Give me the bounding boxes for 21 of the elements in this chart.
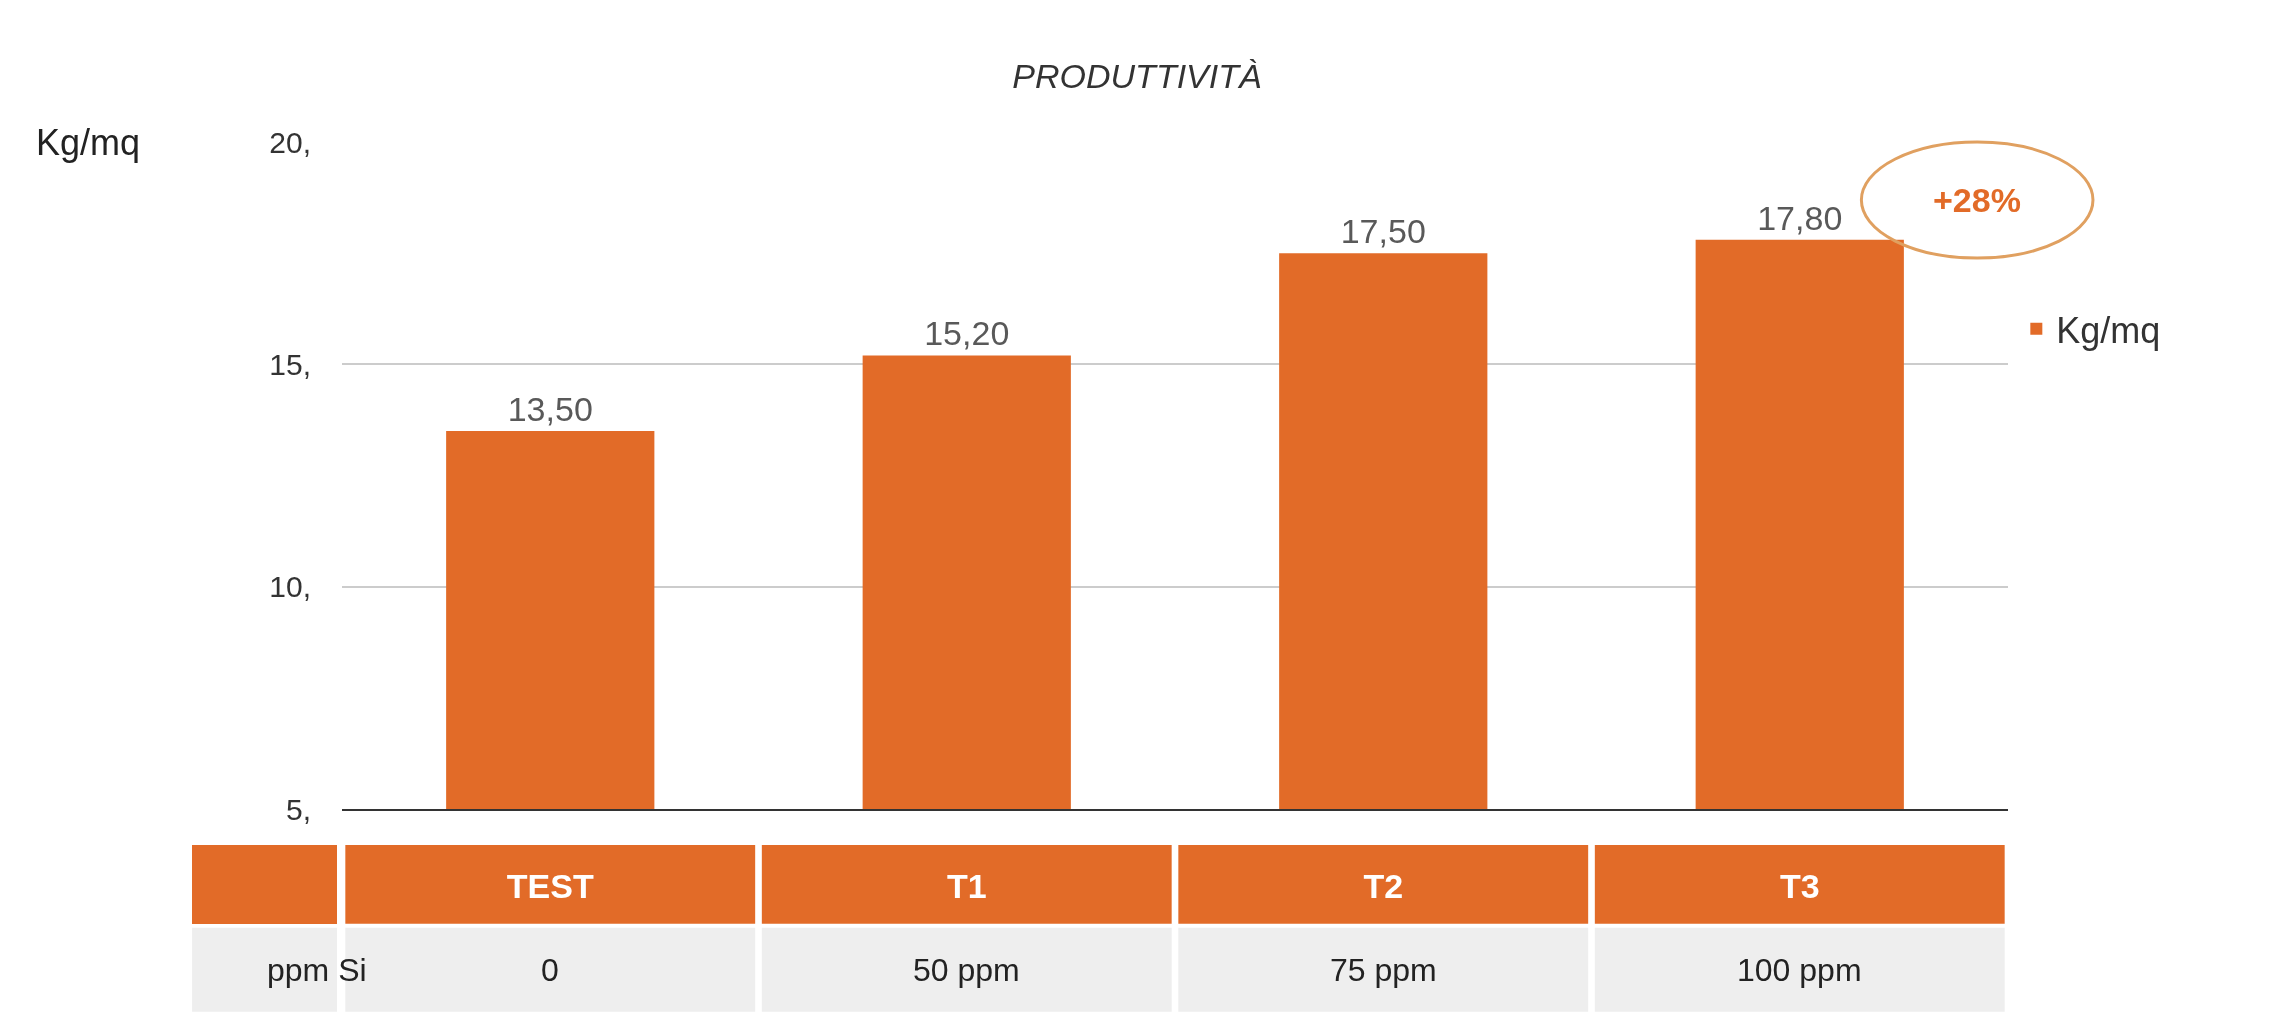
legend-label: Kg/mq — [2056, 309, 2161, 351]
annotation: +28% — [1933, 181, 2021, 219]
y-axis-title: Kg/mq — [36, 122, 141, 163]
text: 0 — [541, 952, 559, 988]
text: 100 ppm — [1737, 952, 1862, 988]
data-label: 15,20 — [924, 314, 1010, 353]
y-tick-label: 10, — [269, 570, 311, 604]
data-label: 17,80 — [1757, 198, 1843, 237]
data-label: 17,50 — [1340, 212, 1426, 251]
text: ppm Si — [267, 952, 367, 988]
x-tick-label: T1 — [946, 866, 987, 905]
x-tick-label: TEST — [506, 866, 594, 905]
data-label: 13,50 — [507, 390, 593, 429]
y-tick-label: 5, — [285, 792, 311, 826]
chart-title: PRODUTTIVITÀ — [1012, 56, 1262, 95]
text: 75 ppm — [1330, 952, 1437, 988]
x-tick-label: T2 — [1363, 866, 1404, 905]
text: 50 ppm — [913, 952, 1020, 988]
y-tick-label: 15, — [269, 347, 311, 381]
x-tick-label: T3 — [1779, 866, 1820, 905]
y-tick-label: 20, — [269, 125, 311, 159]
